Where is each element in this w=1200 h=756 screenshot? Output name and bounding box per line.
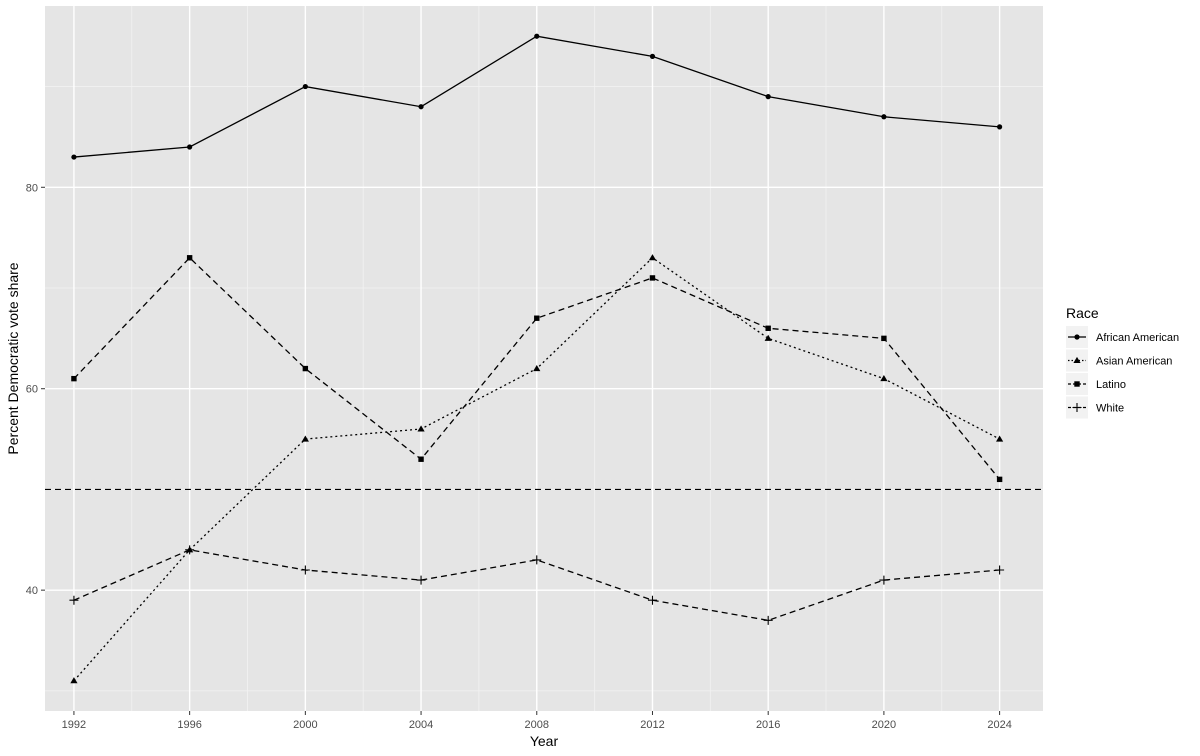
data-point-0-2 [302,83,308,90]
data-point-0-5 [649,53,656,59]
y-tick-label: 40 [26,585,38,597]
data-point-3-7 [879,575,889,585]
series-points [69,33,1005,684]
data-point-2-8 [996,476,1003,483]
x-tick-label: 2004 [409,719,433,731]
data-point-2-4 [534,315,540,321]
legend-label: White [1096,403,1124,415]
legend-title: Race [1066,305,1099,321]
data-point-2-1 [186,255,193,261]
data-point-3-1 [185,545,195,555]
data-point-3-2 [300,565,310,575]
data-point-1-8 [996,435,1004,442]
data-point-0-7 [881,114,887,120]
data-point-1-2 [301,435,309,442]
data-point-2-5 [649,275,656,281]
x-tick-label: 2012 [640,719,664,731]
data-point-1-7 [880,375,888,382]
x-tick-label: 2000 [293,719,317,731]
data-point-0-6 [765,94,771,100]
x-tick-label: 2016 [756,719,780,731]
x-tick-label: 2008 [525,719,549,731]
legend-label: Latino [1096,379,1126,391]
legend-label: Asian American [1096,356,1172,368]
data-point-1-4 [533,364,541,372]
legend-key-marker [1074,334,1080,340]
plot-panel [45,6,1043,711]
series-line-2 [73,256,1001,480]
data-point-2-3 [418,456,424,462]
legend-label: African American [1096,332,1179,344]
x-tick-label: 2020 [872,719,896,731]
data-point-0-8 [997,124,1003,130]
data-point-1-0 [70,677,78,684]
y-axis-title: Percent Democratic vote share [5,262,21,454]
x-tick-label: 1996 [177,719,201,731]
legend-key-marker [1072,403,1082,412]
data-point-3-5 [647,595,657,605]
data-point-3-3 [416,575,426,585]
y-axis: 40 60 80 [26,182,45,597]
data-point-1-5 [648,254,657,261]
data-point-3-6 [763,615,773,625]
data-point-1-6 [764,334,772,341]
data-point-3-8 [995,565,1005,575]
y-tick-label: 80 [26,182,38,194]
x-tick-label: 1992 [62,719,86,731]
data-point-1-3 [417,425,425,432]
data-point-2-6 [765,325,771,331]
data-point-3-0 [69,595,79,605]
legend-key-marker [1073,356,1081,364]
legend: Race African American Asian American Latin… [1066,305,1179,419]
data-point-0-0 [71,154,77,160]
x-axis: 1992 1996 2000 2004 2008 2012 2016 2020 2024 [62,711,1012,731]
grid-major [45,6,1043,711]
data-point-2-2 [302,365,309,372]
x-tick-label: 2024 [987,719,1011,731]
data-point-3-4 [532,555,542,565]
legend-key-marker [1074,381,1080,387]
y-tick-label: 60 [26,384,38,396]
data-point-2-7 [881,335,887,342]
data-point-0-1 [187,144,193,150]
series-line-3 [73,549,1000,622]
data-point-0-3 [418,104,424,110]
data-point-2-0 [71,375,77,382]
data-point-0-4 [534,33,540,39]
x-axis-title: Year [530,733,559,749]
